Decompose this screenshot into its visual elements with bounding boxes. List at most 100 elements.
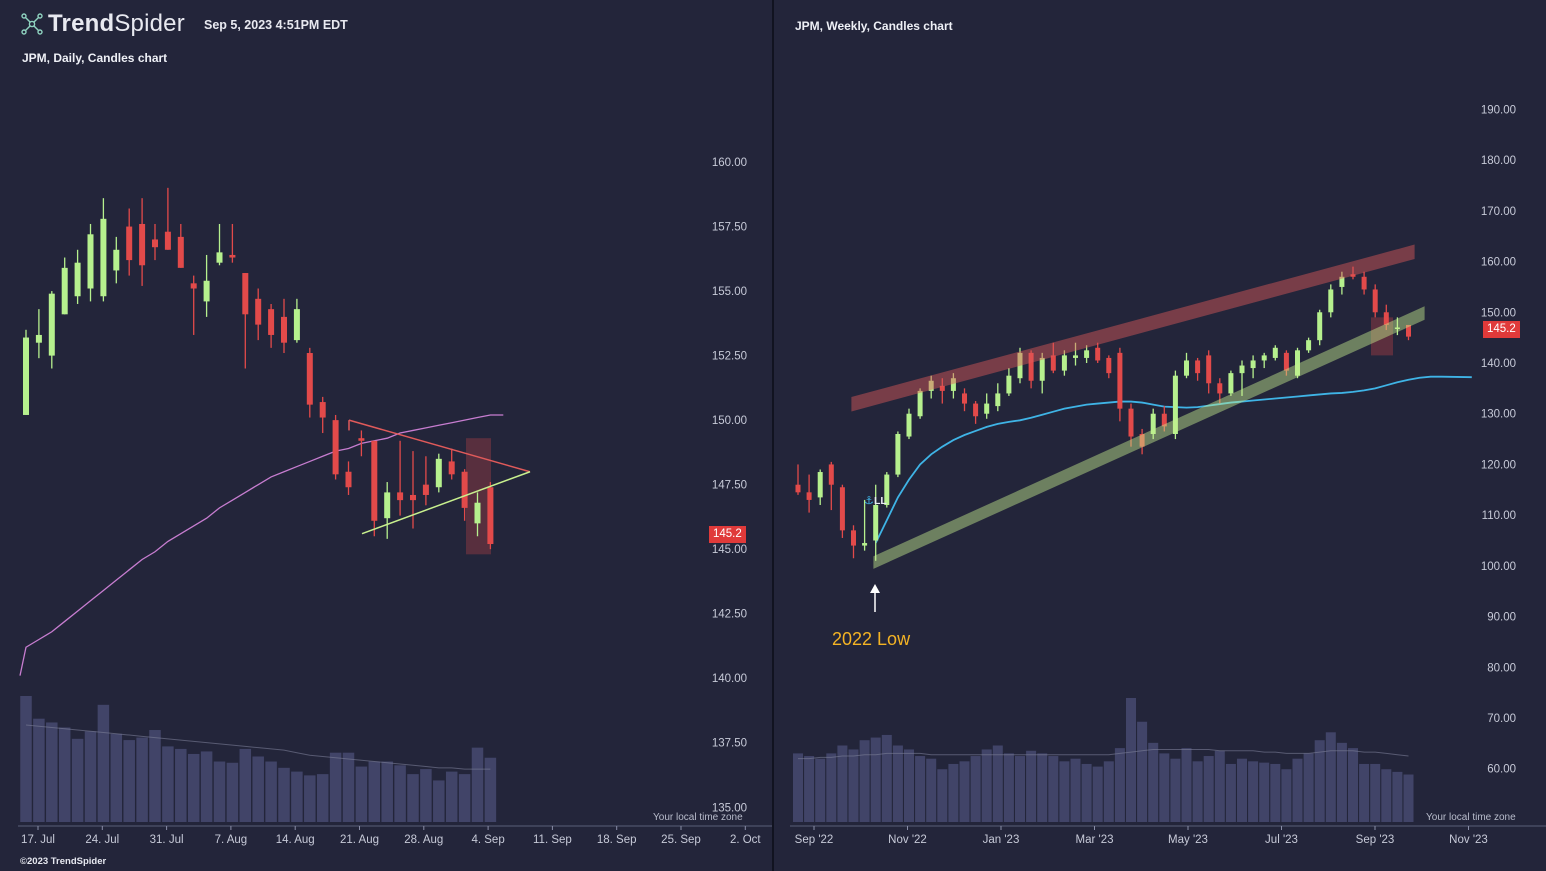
bullish-candle <box>1394 327 1400 329</box>
volume-bar <box>926 758 937 822</box>
x-tick-label: 28. Aug <box>404 834 443 846</box>
bullish-candle <box>995 393 1001 407</box>
bearish-candle <box>358 438 365 441</box>
bearish-candle <box>1350 274 1356 277</box>
volume-bar <box>291 771 303 822</box>
bullish-candle <box>48 293 55 356</box>
daily-last-price-tag: 145.2 <box>709 526 746 543</box>
x-tick-label: Sep '22 <box>795 834 834 846</box>
y-tick-label: 120.00 <box>1481 459 1516 471</box>
bullish-candle <box>293 309 300 341</box>
bullish-candle <box>474 502 481 524</box>
bullish-candle <box>35 334 42 343</box>
y-tick-label: 145.00 <box>712 544 747 556</box>
bearish-candle <box>973 403 979 417</box>
bearish-candle <box>126 226 133 261</box>
x-tick-label: 4. Sep <box>471 834 504 846</box>
y-tick-label: 110.00 <box>1482 510 1516 522</box>
volume-bar <box>1203 756 1214 822</box>
bearish-candle <box>422 484 429 495</box>
y-tick-label: 150.00 <box>1481 307 1516 319</box>
panel-divider <box>772 0 774 871</box>
bearish-candle <box>851 530 856 546</box>
volume-bar <box>110 733 123 822</box>
volume-bar <box>826 753 837 822</box>
volume-bar <box>1159 753 1170 822</box>
daily-chart-panel[interactable]: 160.00 157.50 155.00 152.50 150.00 147.50 145.… <box>0 0 772 871</box>
bullish-candle <box>1017 352 1023 379</box>
support-trendline-band <box>873 306 1425 569</box>
bullish-candle <box>435 458 442 488</box>
bearish-candle <box>242 273 249 315</box>
copyright: ©2023 TrendSpider <box>20 856 107 867</box>
y-tick-label: 160.00 <box>712 157 747 169</box>
bearish-candle <box>152 239 158 248</box>
volume-bar <box>97 704 110 822</box>
bearish-candle <box>1050 355 1056 371</box>
volume-bar <box>1114 748 1125 822</box>
volume-bar <box>1192 761 1203 822</box>
bearish-candle <box>255 298 262 325</box>
volume-bar <box>992 745 1003 822</box>
volume-bar <box>1126 698 1136 822</box>
weekly-chart-panel[interactable]: 190.00 180.00 170.00 160.00 150.00 140.00 130.… <box>774 0 1546 871</box>
bullish-candle <box>1073 355 1078 358</box>
daily-chart-svg[interactable]: 160.00 157.50 155.00 152.50 150.00 147.50 145.… <box>0 0 772 871</box>
bearish-candle <box>306 353 313 405</box>
volume-bar <box>278 767 290 822</box>
bearish-candle <box>268 309 275 335</box>
volume-bar <box>1070 758 1081 822</box>
volume-bar <box>1048 756 1059 822</box>
bearish-candle <box>1106 357 1112 374</box>
volume-bar <box>252 756 264 822</box>
bullish-candle <box>23 337 29 415</box>
volume-bar <box>1403 774 1414 822</box>
bullish-candle <box>1239 365 1245 374</box>
bearish-candle <box>1195 360 1201 374</box>
volume-bar <box>1037 753 1048 822</box>
bullish-candle <box>74 262 81 297</box>
volume-bar <box>484 757 497 822</box>
volume-bar <box>136 737 148 822</box>
volume-bar <box>1148 742 1159 822</box>
last-candle-highlight <box>466 438 491 555</box>
bearish-candle <box>806 492 812 500</box>
bullish-candle <box>1328 289 1334 313</box>
volume-bar <box>915 756 926 822</box>
volume-bar <box>46 722 58 822</box>
volume-bar <box>881 734 892 822</box>
volume-bar <box>1015 756 1025 822</box>
last-candle-highlight <box>1371 317 1393 356</box>
brand-name: TrendSpider <box>48 10 185 37</box>
volume-bar <box>84 731 97 822</box>
bullish-candle <box>1172 375 1178 434</box>
volume-bar <box>1281 769 1292 822</box>
volume-bar <box>948 763 959 822</box>
volume-bar <box>870 737 881 822</box>
volume-bar <box>804 756 815 822</box>
bullish-candle <box>61 267 68 315</box>
volume-bar <box>1314 740 1325 822</box>
bearish-candle <box>1206 355 1212 384</box>
bearish-candle <box>345 471 352 488</box>
bullish-candle <box>984 403 990 414</box>
bearish-candle <box>1283 352 1289 371</box>
y-tick-label: 147.50 <box>712 480 747 492</box>
y-tick-label: 80.00 <box>1487 662 1516 674</box>
bearish-candle <box>828 464 834 485</box>
y-tick-label: 142.50 <box>712 609 747 621</box>
bearish-candle <box>487 487 494 545</box>
bullish-candle <box>950 378 956 391</box>
volume-bar <box>1003 753 1014 822</box>
bullish-candle <box>1039 357 1045 381</box>
volume-bar <box>1336 742 1347 822</box>
weekly-chart-svg[interactable]: 190.00 180.00 170.00 160.00 150.00 140.00 130.… <box>774 0 1546 871</box>
volume-bar <box>1325 732 1336 822</box>
volume-bar <box>1237 758 1247 822</box>
bearish-candle <box>795 484 801 493</box>
daily-chart-title: JPM, Daily, Candles chart <box>22 51 168 65</box>
bearish-candle <box>1383 312 1389 325</box>
bullish-candle <box>113 249 120 271</box>
volume-bar <box>213 761 226 822</box>
volume-bar <box>1292 758 1303 822</box>
